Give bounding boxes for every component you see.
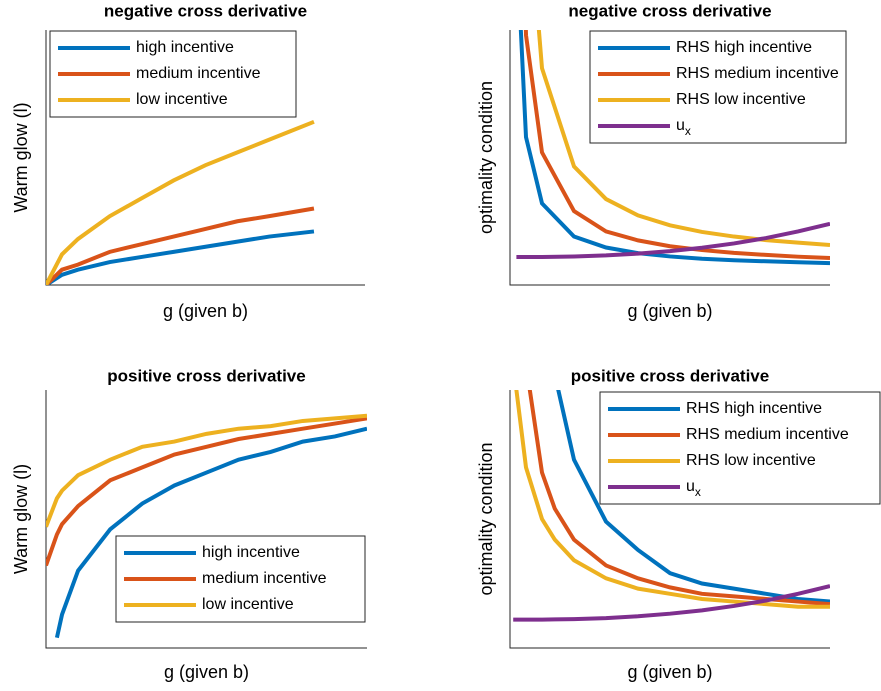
legend-label: medium incentive: [136, 65, 261, 82]
x-axis-label: g (given b): [163, 301, 248, 321]
series-line: [46, 229, 315, 285]
legend-label: RHS high incentive: [686, 400, 822, 417]
series-line: [514, 390, 830, 609]
axes: [509, 390, 830, 649]
series-line: [516, 221, 830, 259]
series-line: [46, 413, 367, 528]
x-axis-label: g (given b): [627, 662, 712, 682]
series-line: [513, 584, 830, 622]
legend-label: low incentive: [202, 596, 294, 613]
x-axis-label: g (given b): [164, 662, 249, 682]
series-line: [556, 390, 830, 604]
series-line: [54, 426, 367, 639]
legend-label: medium incentive: [202, 570, 327, 587]
series-line: [46, 206, 315, 285]
legend-label: RHS medium incentive: [686, 426, 849, 443]
y-axis-label: Warm glow (l): [11, 102, 31, 212]
legend-label: RHS high incentive: [676, 39, 812, 56]
series-line: [523, 30, 830, 260]
axes: [509, 30, 830, 286]
series-line: [46, 416, 367, 567]
chart-title: negative cross derivative: [104, 1, 307, 20]
axes: [45, 390, 367, 649]
chart-title: positive cross derivative: [107, 366, 305, 385]
chart-title: positive cross derivative: [571, 366, 769, 385]
legend-label: RHS low incentive: [686, 452, 816, 469]
legend-label: high incentive: [202, 544, 300, 561]
chart-title: negative cross derivative: [568, 1, 771, 20]
legend-label: high incentive: [136, 39, 234, 56]
y-axis-label: Warm glow (l): [11, 464, 31, 574]
series-line: [46, 119, 315, 285]
legend-label: low incentive: [136, 91, 228, 108]
series-line: [536, 30, 830, 247]
y-axis-label: optimality condition: [476, 442, 496, 595]
legend-label: RHS medium incentive: [676, 65, 839, 82]
y-axis-label: optimality condition: [476, 81, 496, 234]
series-line: [518, 30, 830, 266]
legend-label: RHS low incentive: [676, 91, 806, 108]
x-axis-label: g (given b): [627, 301, 712, 321]
